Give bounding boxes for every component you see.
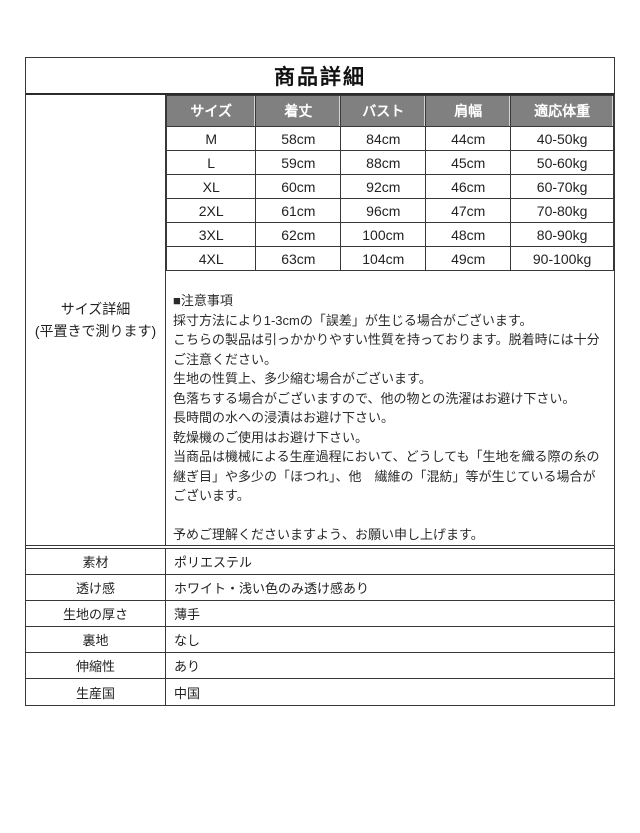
attr-label: 裏地 — [26, 627, 166, 652]
size-detail-section: サイズ詳細 (平置きで測ります) サイズ 着丈 バスト 肩幅 適応体重 — [26, 95, 614, 546]
header-cell-bust: バスト — [340, 95, 427, 127]
cell-bust: 104cm — [340, 246, 427, 271]
cell-weight: 50-60kg — [510, 150, 614, 175]
notes-body: 採寸方法により1-3cmの「誤差」が生じる場合がございます。 こちらの製品は引っ… — [173, 312, 600, 543]
cell-weight: 70-80kg — [510, 198, 614, 223]
attr-value: 薄手 — [174, 607, 201, 622]
cell-bust: 100cm — [340, 222, 427, 247]
cell-size: 2XL — [165, 198, 257, 223]
size-detail-label-line1: サイズ詳細 — [60, 301, 131, 317]
cell-size: 4XL — [165, 246, 257, 271]
attr-row-lining: 裏地 なし — [26, 627, 614, 653]
size-row-4xl: 4XL 63cm 104cm 49cm 90-100kg — [165, 246, 614, 271]
cell-weight: 90-100kg — [510, 246, 614, 271]
cell-length: 59cm — [255, 150, 342, 175]
header-cell-length: 着丈 — [255, 95, 342, 127]
attr-row-stretch: 伸縮性 あり — [26, 653, 614, 679]
attr-row-fabric-thickness: 生地の厚さ 薄手 — [26, 601, 614, 627]
attr-row-sheerness: 透け感 ホワイト・浅い色のみ透け感あり — [26, 575, 614, 601]
sheet-title-row: 商品詳細 — [26, 58, 614, 95]
cell-weight: 40-50kg — [510, 126, 614, 151]
cell-shoulder: 44cm — [425, 126, 512, 151]
attr-value: あり — [174, 659, 201, 674]
cell-bust: 96cm — [340, 198, 427, 223]
product-detail-sheet: 商品詳細 サイズ詳細 (平置きで測ります) サイズ 着丈 バスト 肩幅 適応体重 — [25, 57, 615, 706]
cell-shoulder: 45cm — [425, 150, 512, 175]
attr-label: 伸縮性 — [26, 653, 166, 678]
attr-label: 生産国 — [26, 679, 166, 705]
cell-size: XL — [165, 174, 257, 199]
header-cell-size: サイズ — [165, 95, 257, 127]
size-detail-row-label: サイズ詳細 (平置きで測ります) — [26, 95, 166, 545]
attr-label: 透け感 — [26, 575, 166, 600]
attr-row-country: 生産国 中国 — [26, 679, 614, 705]
size-table-header-row: サイズ 着丈 バスト 肩幅 適応体重 — [165, 95, 614, 127]
attr-value: ホワイト・浅い色のみ透け感あり — [174, 581, 370, 596]
double-line-separator — [26, 546, 614, 549]
cell-shoulder: 47cm — [425, 198, 512, 223]
header-cell-shoulder: 肩幅 — [425, 95, 512, 127]
cell-length: 58cm — [255, 126, 342, 151]
size-table-and-notes: サイズ 着丈 バスト 肩幅 適応体重 M 58cm 84cm 44cm 40-5… — [165, 95, 614, 545]
size-row-3xl: 3XL 62cm 100cm 48cm 80-90kg — [165, 222, 614, 247]
size-row-2xl: 2XL 61cm 96cm 47cm 70-80kg — [165, 198, 614, 223]
cell-shoulder: 48cm — [425, 222, 512, 247]
cell-shoulder: 46cm — [425, 174, 512, 199]
cell-length: 61cm — [255, 198, 342, 223]
page-title: 商品詳細 — [274, 65, 366, 89]
cell-bust: 92cm — [340, 174, 427, 199]
cell-length: 60cm — [255, 174, 342, 199]
size-row-l: L 59cm 88cm 45cm 50-60kg — [165, 150, 614, 175]
cell-size: L — [165, 150, 257, 175]
attributes-table: 素材 ポリエステル 透け感 ホワイト・浅い色のみ透け感あり 生地の厚さ 薄手 裏… — [26, 549, 614, 705]
attr-label: 素材 — [26, 549, 166, 574]
cell-bust: 88cm — [340, 150, 427, 175]
notes-block: ■注意事項 採寸方法により1-3cmの「誤差」が生じる場合がございます。 こちら… — [166, 271, 614, 545]
notes-heading: ■注意事項 — [173, 293, 233, 308]
size-row-xl: XL 60cm 92cm 46cm 60-70kg — [165, 174, 614, 199]
cell-length: 63cm — [255, 246, 342, 271]
attr-row-material: 素材 ポリエステル — [26, 549, 614, 575]
cell-shoulder: 49cm — [425, 246, 512, 271]
attr-value: ポリエステル — [174, 555, 253, 570]
attr-value: なし — [174, 633, 201, 648]
header-cell-weight: 適応体重 — [510, 95, 614, 127]
size-table: サイズ 着丈 バスト 肩幅 適応体重 M 58cm 84cm 44cm 40-5… — [165, 95, 614, 271]
attr-value: 中国 — [174, 685, 201, 701]
size-detail-label-line2: (平置きで測ります) — [34, 323, 157, 339]
cell-bust: 84cm — [340, 126, 427, 151]
cell-size: M — [165, 126, 257, 151]
cell-weight: 60-70kg — [510, 174, 614, 199]
cell-weight: 80-90kg — [510, 222, 614, 247]
size-row-m: M 58cm 84cm 44cm 40-50kg — [165, 126, 614, 151]
attr-label: 生地の厚さ — [26, 601, 166, 626]
cell-length: 62cm — [255, 222, 342, 247]
cell-size: 3XL — [165, 222, 257, 247]
